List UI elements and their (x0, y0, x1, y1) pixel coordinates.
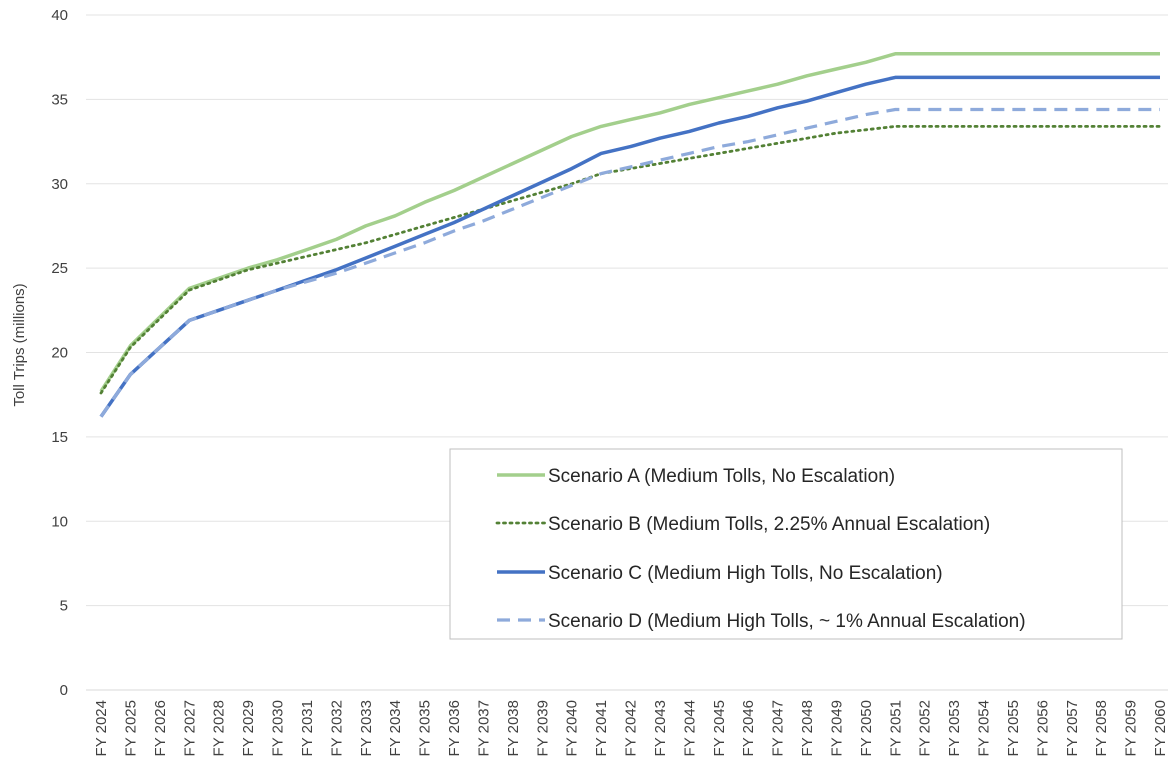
y-tick-label: 5 (60, 598, 68, 615)
x-tick-label: FY 2056 (1034, 700, 1051, 756)
x-tick-label: FY 2030 (270, 700, 287, 756)
x-tick-label: FY 2052 (917, 700, 934, 756)
series-lines (99, 52, 1162, 418)
x-tick-label: FY 2049 (828, 700, 845, 756)
x-tick-label: FY 2028 (211, 700, 228, 756)
legend-label: Scenario C (Medium High Tolls, No Escala… (548, 563, 943, 584)
x-tick-label: FY 2047 (770, 700, 787, 756)
x-tick-label: FY 2035 (417, 700, 434, 756)
x-tick-label: FY 2059 (1123, 700, 1140, 756)
x-tick-label: FY 2043 (652, 700, 669, 756)
x-tick-label: FY 2057 (1064, 700, 1081, 756)
legend-box (449, 448, 1123, 640)
y-tick-label: 40 (51, 7, 68, 24)
legend-items: Scenario A (Medium Tolls, No Escalation)… (495, 466, 1026, 632)
x-tick-label: FY 2060 (1152, 700, 1169, 756)
x-tick-label: FY 2045 (711, 700, 728, 756)
x-tick-label: FY 2053 (946, 700, 963, 756)
legend-label: Scenario D (Medium High Tolls, ~ 1% Annu… (548, 611, 1026, 632)
x-tick-label: FY 2039 (534, 700, 551, 756)
y-tick-label: 20 (51, 345, 68, 362)
series-line-3 (99, 75, 1160, 418)
gridlines (86, 14, 1168, 691)
x-tick-label: FY 2048 (799, 700, 816, 756)
y-tick-label: 15 (51, 429, 68, 446)
x-tick-label: FY 2037 (475, 700, 492, 756)
x-axis-tick-labels: FY 2024 FY 2025 FY 2026 FY 2027 FY 2028 FY 20… (93, 700, 1169, 756)
x-tick-label: FY 2051 (887, 700, 904, 756)
x-tick-label: FY 2042 (623, 700, 640, 756)
x-tick-label: FY 2038 (505, 700, 522, 756)
y-axis-title: Toll Trips (millions) (11, 283, 28, 406)
series-line-2 (99, 125, 1162, 395)
y-tick-label: 30 (51, 176, 68, 193)
y-tick-label: 0 (60, 682, 68, 699)
x-tick-label: FY 2041 (593, 700, 610, 756)
y-tick-label: 25 (51, 260, 68, 277)
x-tick-label: FY 2058 (1093, 700, 1110, 756)
legend-label: Scenario B (Medium Tolls, 2.25% Annual E… (548, 514, 990, 535)
x-tick-label: FY 2026 (152, 700, 169, 756)
x-tick-label: FY 2032 (328, 700, 345, 756)
x-tick-label: FY 2054 (976, 700, 993, 756)
y-axis-tick-labels: 0 5 10 15 20 25 30 35 40 (51, 7, 68, 699)
legend: Scenario A (Medium Tolls, No Escalation)… (449, 448, 1123, 640)
x-tick-label: FY 2050 (858, 700, 875, 756)
x-tick-label: FY 2024 (93, 700, 110, 756)
y-tick-label: 35 (51, 91, 68, 108)
x-tick-label: FY 2046 (740, 700, 757, 756)
series-line-1 (99, 52, 1160, 393)
x-tick-label: FY 2029 (240, 700, 257, 756)
x-tick-label: FY 2025 (122, 700, 139, 756)
x-tick-label: FY 2040 (564, 700, 581, 756)
series-line-4 (99, 107, 1160, 418)
x-tick-label: FY 2034 (387, 700, 404, 756)
legend-label: Scenario A (Medium Tolls, No Escalation) (548, 466, 895, 487)
x-tick-label: FY 2033 (358, 700, 375, 756)
x-tick-label: FY 2031 (299, 700, 316, 756)
x-tick-label: FY 2036 (446, 700, 463, 756)
x-tick-label: FY 2027 (181, 700, 198, 756)
y-tick-label: 10 (51, 513, 68, 530)
x-tick-label: FY 2055 (1005, 700, 1022, 756)
x-tick-label: FY 2044 (681, 700, 698, 756)
